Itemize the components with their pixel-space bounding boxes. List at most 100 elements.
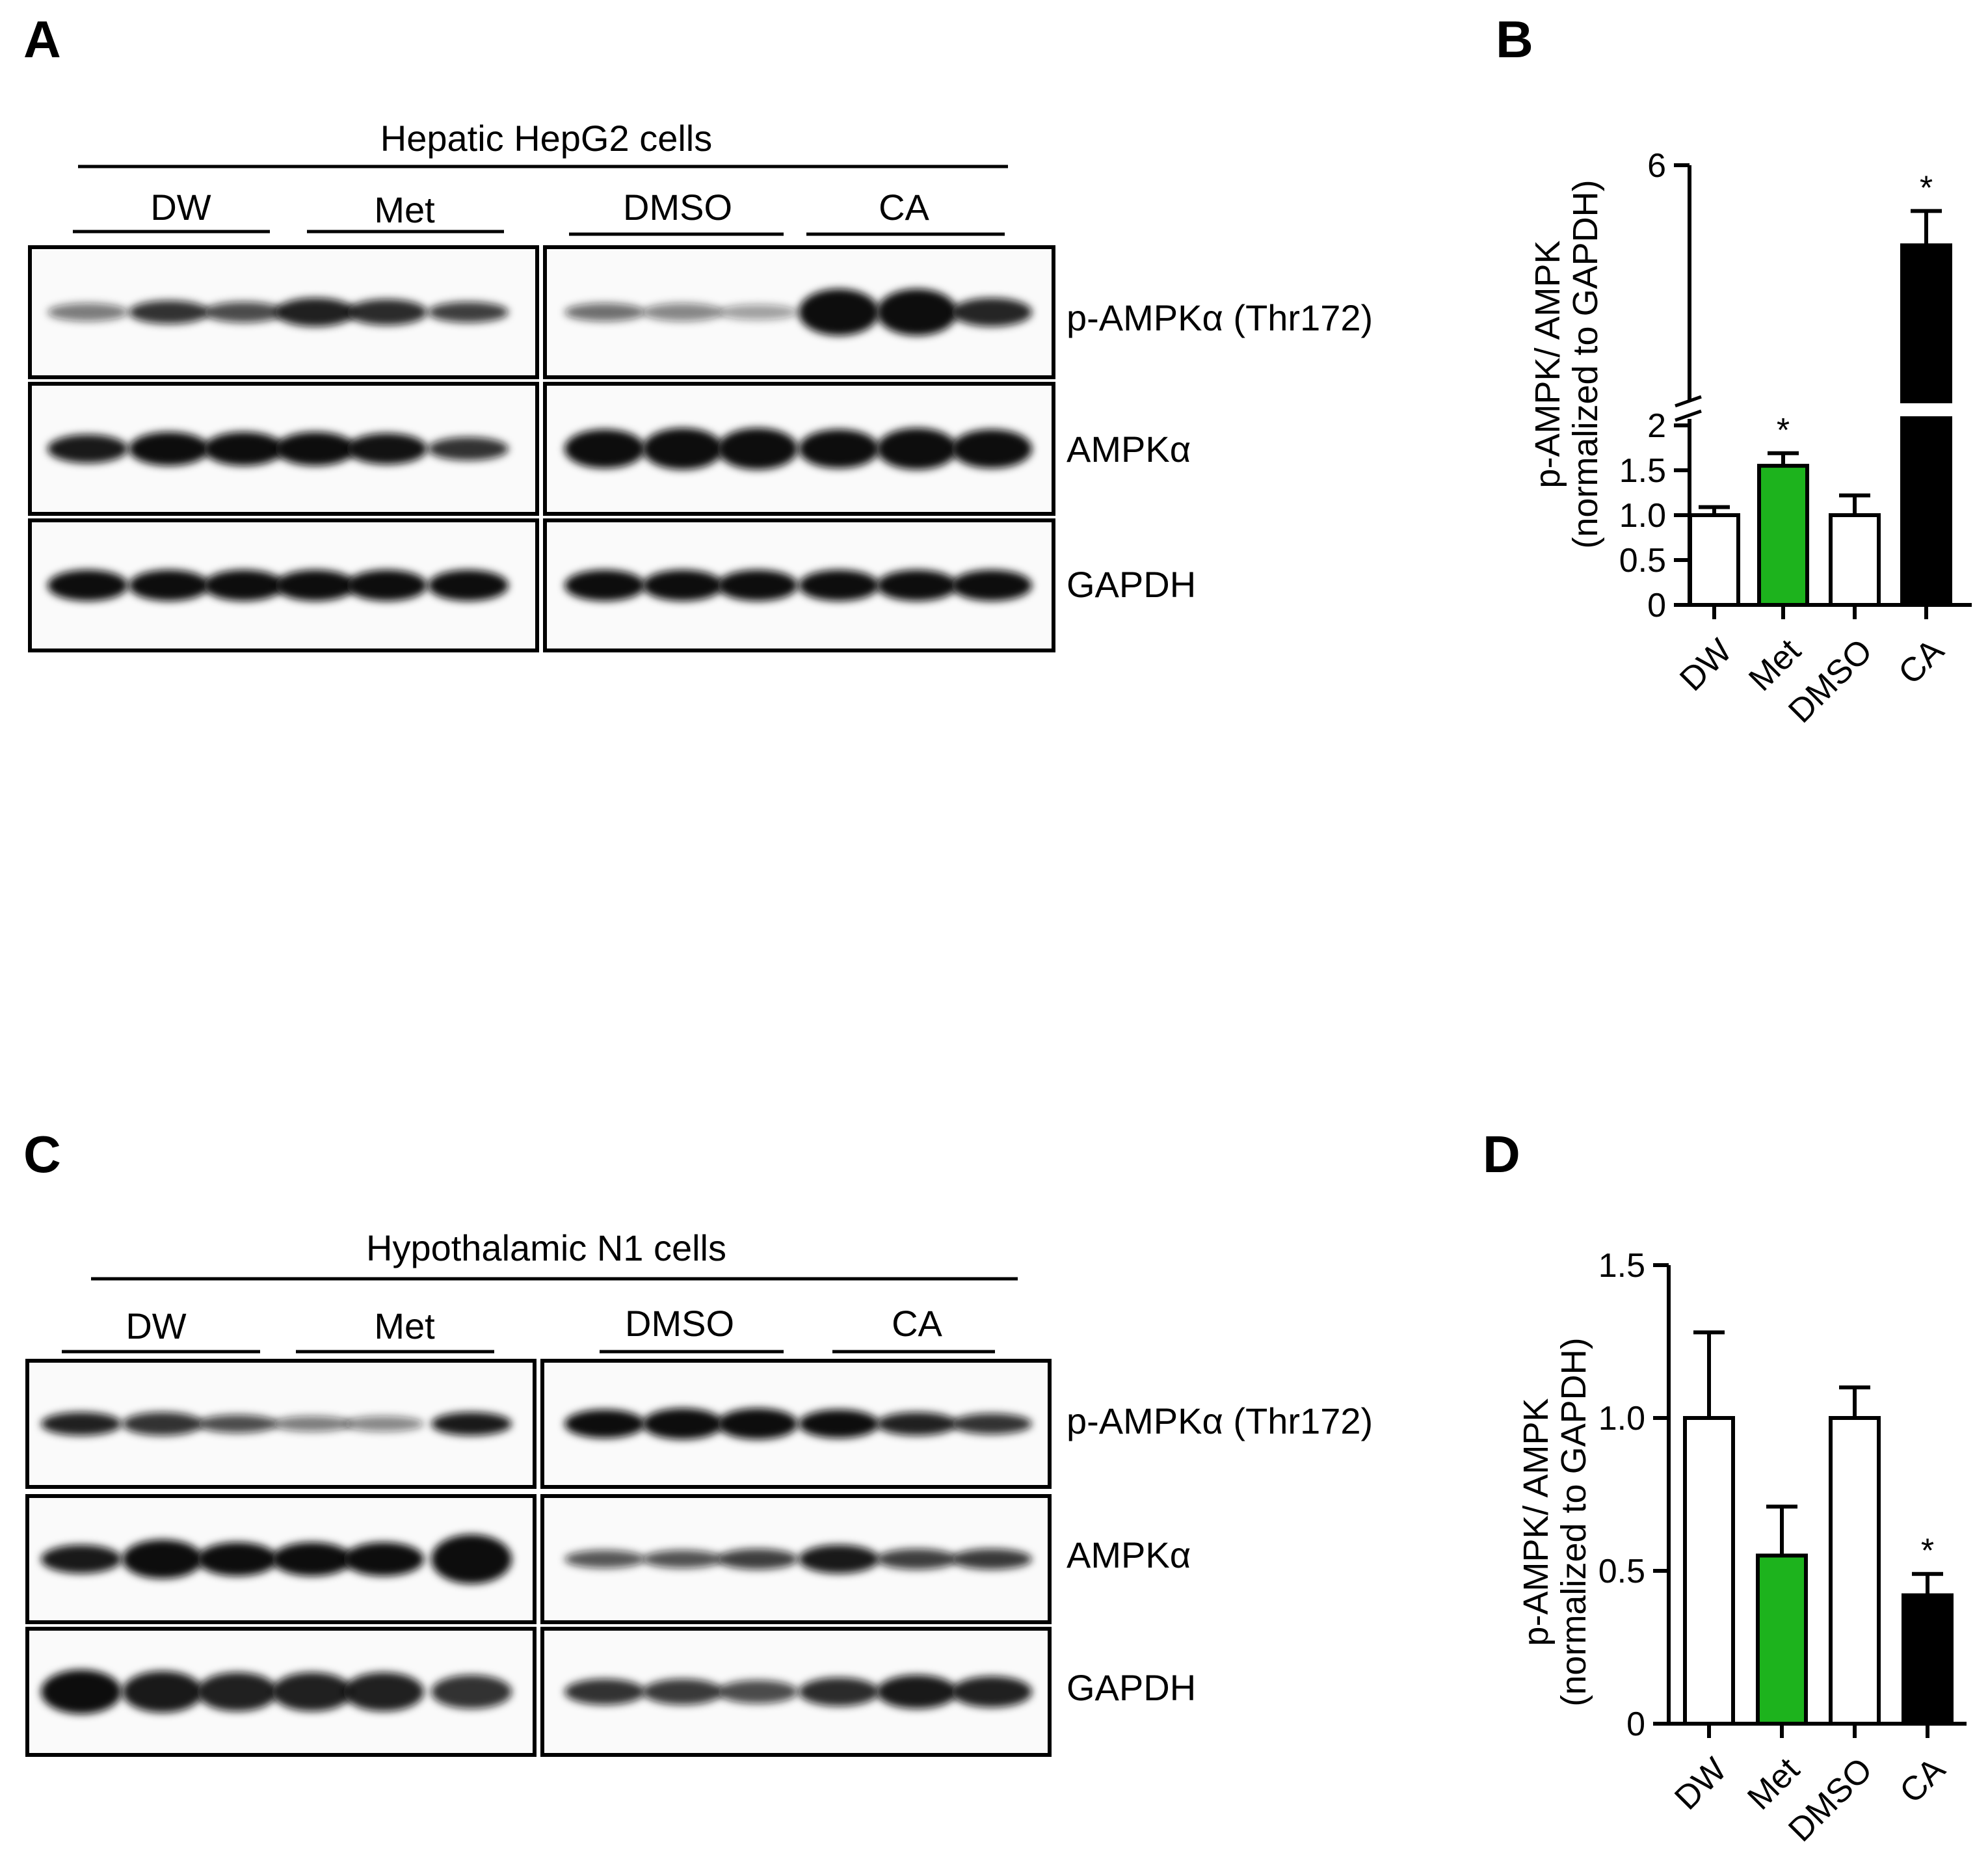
blot-c-band-r0-l2 [197,1415,278,1433]
blot-a-title: Hepatic HepG2 cells [380,118,712,159]
chart-b-axis-break-mark [1675,409,1702,422]
chart-d: p-AMPK/ AMPK (normalized to GAPDH) 0 0.5 1… [1517,1247,1967,1849]
panel-label-a: A [23,10,61,68]
blot-c-band-r2-l10 [877,1675,957,1709]
blot-c-band-r1-l7 [643,1550,723,1568]
blot-a-band-r1-l10 [877,428,957,470]
chart-b-ytick-label: 6 [1647,147,1666,185]
blot-c-band-r2-l7 [643,1679,723,1705]
blot-c-band-r0-l10 [877,1412,957,1436]
blot-a-band-r0-l9 [799,289,879,336]
blot-a-band-r0-l10 [877,289,957,336]
chart-d-ylabel-line2: (normalized to GAPDH) [1554,1337,1593,1706]
blot-c-band-r2-l8 [717,1680,798,1704]
blot-a-band-r0-l4 [347,299,427,325]
blot-a-band-r1-l3 [275,432,356,466]
blot-a-band-r0-l2 [204,302,284,323]
blot-c-membranes [25,1359,1052,1757]
blot-c-group-dw: DW [126,1305,186,1346]
panel-label-d: D [1483,1125,1520,1183]
blot-a-band-r1-l11 [951,429,1032,468]
blot-c-row-label-pampk: p-AMPKα (Thr172) [1067,1400,1373,1441]
blot-c-band-r0-l6 [564,1410,645,1438]
blot-c-band-r1-l1 [122,1540,203,1579]
chart-d-ylabel-line1: p-AMPK/ AMPK [1517,1398,1556,1646]
blot-a-band-r1-l6 [564,429,645,468]
blot-a-band-r1-l9 [799,429,879,468]
blot-c-band-r2-l11 [951,1676,1032,1707]
blot-a-row-label-gapdh: GAPDH [1067,564,1196,605]
chart-d-bar [1683,1416,1735,1726]
blot-a-band-r0-l8 [717,304,798,320]
blot-c-band-r2-l0 [41,1670,122,1714]
blot-c-band-r0-l5 [431,1412,512,1436]
chart-b-ylabel-line1: p-AMPK/ AMPK [1528,240,1567,488]
blot-a-band-r0-l11 [951,298,1032,327]
blot-a-band-r2-l10 [877,570,957,601]
blot-a-band-r1-l1 [129,432,209,466]
chart-b-bar-break-gap [1900,403,1953,416]
blot-c-band-r2-l6 [564,1679,645,1705]
blot-c-band-r1-l2 [197,1542,278,1576]
chart-d-significance: * [1921,1532,1934,1570]
blot-c-band-r1-l4 [343,1542,424,1576]
chart-d-ytick-label: 0 [1626,1705,1645,1743]
blot-c-band-r2-l4 [343,1672,424,1711]
blot-a-band-r2-l4 [347,570,427,601]
blot-c-group-ca: CA [892,1303,942,1344]
chart-b-ytick-label: 0 [1647,587,1666,624]
chart-d-xtick-label: DMSO [1781,1750,1879,1849]
blot-c-band-r0-l1 [122,1412,203,1436]
blot-c-band-r1-l3 [272,1542,352,1576]
chart-b-significance: * [1920,169,1933,207]
chart-d-xtick-label: CA [1892,1750,1952,1810]
blot-a-band-r2-l0 [47,570,128,601]
blot-c-group-dmso: DMSO [625,1303,734,1344]
blot-c-band-r0-l11 [951,1413,1032,1434]
chart-b-ytick-label: 1.5 [1619,452,1666,490]
blot-a-band-r1-l5 [428,437,509,461]
chart-b-axis-break-mark [1675,395,1702,408]
panel-label-c: C [23,1125,61,1183]
blot-c-band-r0-l9 [799,1410,879,1438]
blot-a-band-r2-l8 [717,570,798,601]
blot-a-band-r1-l2 [204,432,284,466]
blot-a-band-r2-l7 [643,570,723,601]
blot-c-band-r2-l5 [431,1675,512,1709]
chart-d-xtick-label: DW [1667,1750,1734,1817]
chart-b-ylabel-line2: (normalized to GAPDH) [1566,180,1605,548]
blot-a-band-r1-l8 [717,428,798,470]
blot-c-band-r0-l4 [343,1416,424,1432]
blot-a-band-r2-l2 [204,570,284,601]
blot-c-band-r0-l7 [643,1408,723,1439]
blot-c-row-label-ampk: AMPKα [1067,1534,1191,1575]
blot-a-row-label-pampk: p-AMPKα (Thr172) [1067,297,1373,338]
blot-a-band-r2-l6 [564,570,645,601]
blot-c-band-r1-l11 [951,1549,1032,1570]
blot-a-row-label-ampk: AMPKα [1067,429,1191,470]
blot-a-band-r1-l4 [347,433,427,464]
chart-d-ytick-label: 1.0 [1598,1400,1645,1437]
chart-b-xtick-label: CA [1891,632,1951,691]
blot-a-band-r2-l5 [428,570,509,601]
blot-c-band-r1-l9 [799,1545,879,1573]
chart-b: p-AMPK/ AMPK (normalized to GAPDH) 0 0.5 1… [1528,147,1972,730]
panel-label-b: B [1496,10,1533,68]
blot-c-band-r2-l2 [197,1672,278,1711]
blot-c-band-r1-l10 [877,1549,957,1570]
blot-a-group-dmso: DMSO [623,187,732,228]
chart-b-ytick-label: 1.0 [1619,497,1666,535]
chart-b-xtick-label: DW [1673,632,1739,698]
blot-c-group-met: Met [374,1305,435,1346]
blot-c-band-r1-l5 [431,1534,512,1584]
chart-b-bar [1757,464,1809,607]
blot-c-band-r1-l0 [41,1545,122,1573]
blot-c-band-r1-l8 [717,1549,798,1570]
chart-d-bar [1902,1593,1954,1726]
blot-c-band-r2-l9 [799,1678,879,1706]
blot-c-band-r2-l3 [272,1672,352,1711]
blot-a: Hepatic HepG2 cells DW Met DMSO CA p-AMP… [28,118,1373,652]
chart-b-ytick-label: 0.5 [1619,542,1666,580]
blot-c-title: Hypothalamic N1 cells [366,1227,726,1268]
